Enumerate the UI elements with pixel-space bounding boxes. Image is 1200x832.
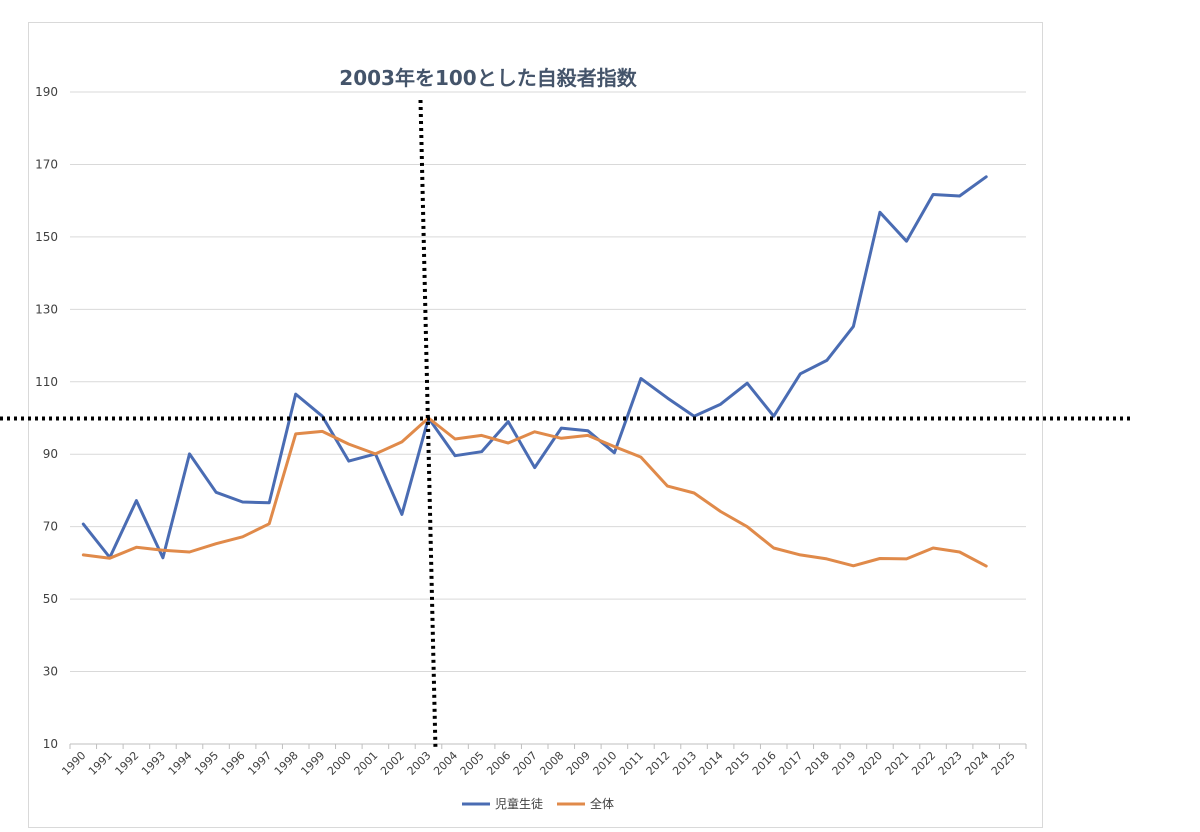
x-tick-label: 2024 [962, 749, 991, 778]
x-tick-label: 1995 [192, 749, 221, 778]
x-tick-label: 1990 [59, 749, 88, 778]
x-tick-label: 2017 [776, 749, 805, 778]
x-tick-label: 2001 [352, 749, 381, 778]
x-tick-label: 1992 [113, 749, 142, 778]
reference-lines [0, 99, 1134, 751]
x-tick-label: 2013 [670, 749, 699, 778]
x-tick-label: 1997 [245, 749, 274, 778]
y-tick-label: 10 [43, 737, 58, 751]
x-tick-label: 2025 [989, 749, 1018, 778]
x-tick-label: 2005 [458, 749, 487, 778]
chart-title: 2003年を100とした自殺者指数 [339, 66, 637, 90]
x-tick-label: 2008 [537, 749, 566, 778]
series-lines [81, 175, 988, 568]
x-tick-label: 1991 [86, 749, 115, 778]
x-tick-label: 2012 [644, 749, 673, 778]
y-axis-ticks: 10 30 50 70 90 110 130 150 170 190 [35, 85, 58, 751]
x-tick-label: 2014 [697, 749, 726, 778]
x-tick-label: 2021 [883, 749, 912, 778]
x-tick-label: 2023 [936, 749, 965, 778]
y-tick-label: 90 [43, 447, 58, 461]
y-tick-label: 190 [35, 85, 58, 99]
x-tick-label: 2002 [378, 749, 407, 778]
x-tick-label: 2006 [484, 749, 513, 778]
y-tick-label: 110 [35, 375, 58, 389]
x-tick-label: 2020 [856, 749, 885, 778]
x-tick-label: 2019 [830, 749, 859, 778]
x-tick-label: 2016 [750, 749, 779, 778]
x-tick-label: 2018 [803, 749, 832, 778]
y-tick-label: 50 [43, 592, 58, 606]
y-tick-label: 30 [43, 665, 58, 679]
x-tick-label: 2022 [909, 749, 938, 778]
x-tick-label: 1996 [219, 749, 248, 778]
x-tick-label: 2010 [591, 749, 620, 778]
reference-line-vertical [418, 99, 438, 751]
x-tick-label: 2015 [723, 749, 752, 778]
x-tick-label: 1994 [166, 749, 195, 778]
y-tick-label: 70 [43, 520, 58, 534]
legend-label: 児童生徒 [495, 796, 543, 811]
series-line-1 [81, 175, 988, 560]
x-axis-ticks: 1990199119921993199419951996199719981999… [59, 744, 1027, 778]
y-tick-label: 170 [35, 157, 58, 171]
x-tick-label: 2011 [617, 749, 646, 778]
x-tick-label: 1998 [272, 749, 301, 778]
x-tick-label: 2003 [405, 749, 434, 778]
y-tick-label: 130 [35, 302, 58, 316]
x-tick-label: 2007 [511, 749, 540, 778]
x-tick-label: 1999 [298, 749, 327, 778]
x-tick-label: 2004 [431, 749, 460, 778]
series-line-2 [81, 416, 988, 568]
chart-frame [28, 22, 1043, 828]
x-tick-label: 2000 [325, 749, 354, 778]
legend: 児童生徒 全体 [462, 796, 614, 811]
y-tick-label: 150 [35, 230, 58, 244]
x-tick-label: 1993 [139, 749, 168, 778]
x-tick-label: 2009 [564, 749, 593, 778]
legend-label: 全体 [590, 796, 614, 811]
